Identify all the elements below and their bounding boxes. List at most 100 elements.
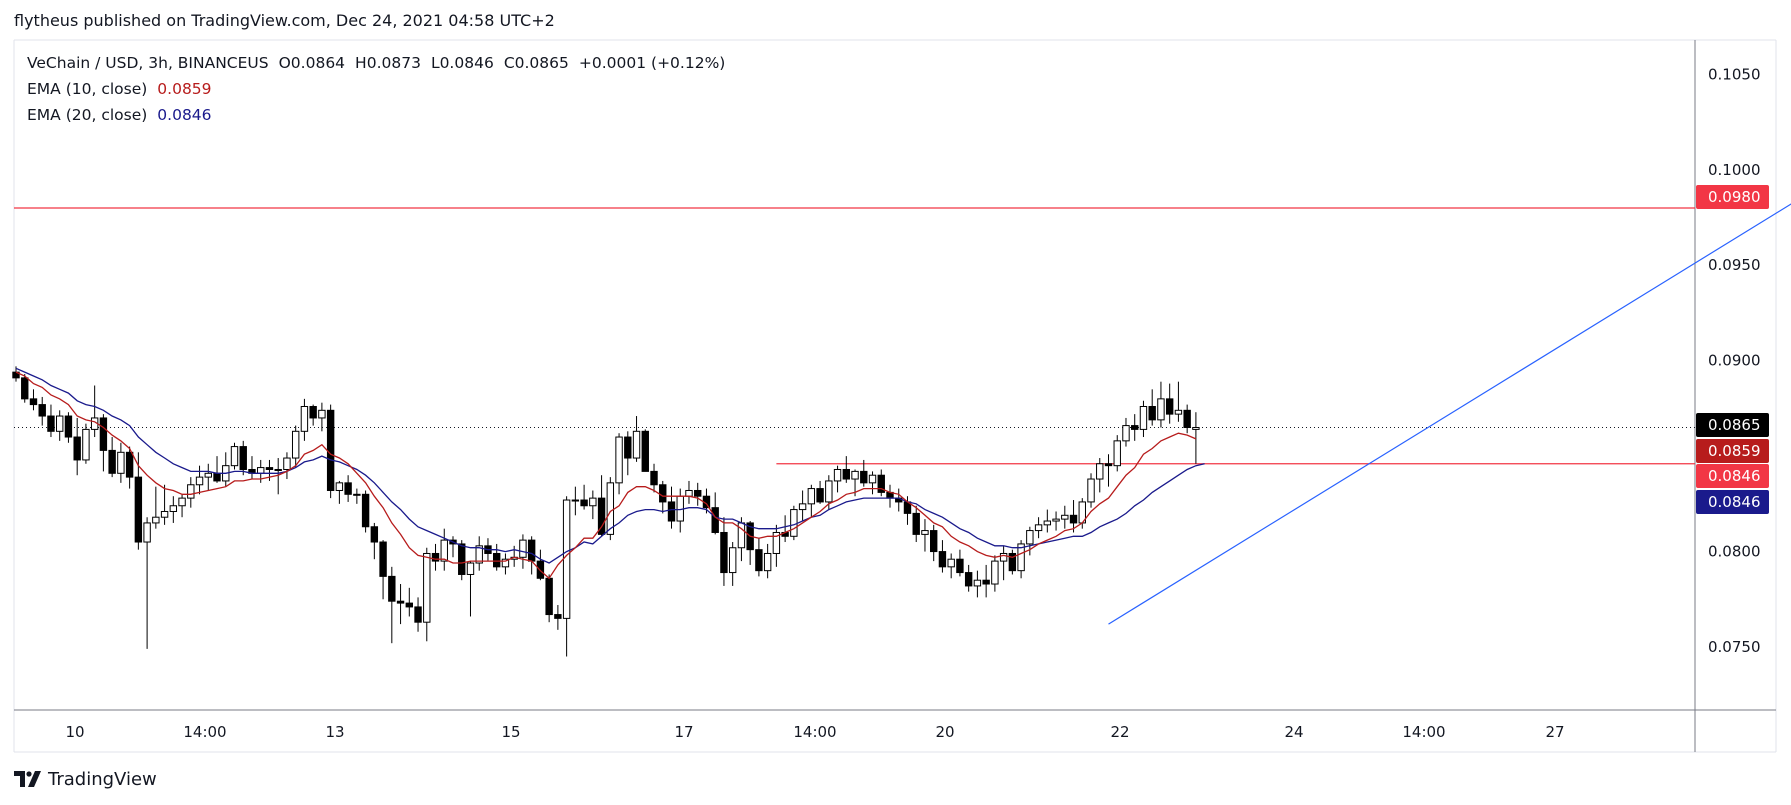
candle xyxy=(554,605,562,630)
candle xyxy=(606,477,615,541)
candle-body xyxy=(379,541,387,577)
candle xyxy=(676,488,684,533)
price-axis[interactable]: 0.1050 0.1000 0.0950 0.0900 0.0800 0.0750 xyxy=(1708,65,1761,656)
candle-body xyxy=(265,467,274,470)
candle xyxy=(125,446,134,489)
candle-body xyxy=(816,488,824,503)
candle xyxy=(877,469,885,497)
candle-body xyxy=(21,377,29,400)
candles-layer xyxy=(12,366,1200,657)
candle-body xyxy=(624,436,632,459)
price-labels: 0.0980 0.0865 0.0859 0.0846 0.0846 xyxy=(1696,185,1769,514)
horizontal-lines[interactable] xyxy=(14,207,1695,465)
candle xyxy=(589,490,597,520)
candle-body xyxy=(318,409,326,419)
high-value: H0.0873 xyxy=(355,54,421,72)
candle xyxy=(501,553,510,575)
symbol-label[interactable]: VeChain / USD, 3h, BINANCEUS xyxy=(27,54,269,72)
candle-body xyxy=(711,507,719,533)
candle-body xyxy=(388,575,396,602)
price-label-bg xyxy=(1696,185,1769,209)
candle-body xyxy=(134,476,143,543)
candle-body xyxy=(99,417,108,451)
candle xyxy=(1008,549,1017,575)
candle-body xyxy=(64,415,73,438)
candle xyxy=(152,486,160,529)
candle-body xyxy=(1139,405,1148,430)
price-label-bg xyxy=(1696,413,1769,437)
candle xyxy=(938,540,947,573)
candle xyxy=(82,423,90,464)
candle xyxy=(222,452,230,487)
price-label-text: 0.0846 xyxy=(1708,493,1761,511)
ema20-value: 0.0846 xyxy=(157,106,212,124)
trendline[interactable] xyxy=(1108,151,1791,625)
price-label-last-price: 0.0865 xyxy=(1696,413,1769,437)
tradingview-logo[interactable]: TradingView xyxy=(14,764,157,794)
candle-body xyxy=(274,468,282,471)
candle xyxy=(1165,383,1174,424)
low-value: L0.0846 xyxy=(430,54,494,72)
candle-body xyxy=(938,551,947,568)
candle-body xyxy=(999,552,1008,562)
candle xyxy=(405,587,414,617)
candle-body xyxy=(519,539,527,558)
candle xyxy=(685,480,693,504)
candle-body xyxy=(685,489,693,497)
candle-body xyxy=(187,484,195,499)
candle-body xyxy=(117,451,125,474)
candle xyxy=(143,517,151,649)
time-tick: 27 xyxy=(1545,723,1564,741)
candle-body xyxy=(650,470,658,486)
time-tick: 24 xyxy=(1284,723,1303,741)
candle-body xyxy=(396,600,405,604)
candle-body xyxy=(152,516,160,524)
candle xyxy=(580,484,588,510)
candle-body xyxy=(405,602,414,608)
price-label-text: 0.0859 xyxy=(1708,442,1761,460)
time-tick: 10 xyxy=(65,723,84,741)
candle-body xyxy=(309,405,317,419)
candle-body xyxy=(475,545,483,564)
candle xyxy=(1034,517,1043,539)
candle-body xyxy=(239,446,247,470)
candle xyxy=(886,484,894,508)
open-value: O0.0864 xyxy=(278,54,346,72)
tradingview-brand: TradingView xyxy=(48,768,157,790)
candle-body xyxy=(851,470,859,480)
candle-body xyxy=(615,436,623,484)
legend-ema10[interactable]: EMA (10, close) 0.0859 xyxy=(27,79,212,99)
candle xyxy=(248,456,256,480)
candle-body xyxy=(466,562,475,575)
legend-ema20[interactable]: EMA (20, close) 0.0846 xyxy=(27,105,212,125)
price-label-text: 0.0980 xyxy=(1708,188,1761,206)
candle-body xyxy=(667,501,676,522)
time-axis[interactable]: 10 14:00 13 15 17 14:00 20 22 24 14:00 27 xyxy=(65,723,1564,741)
candle xyxy=(1174,381,1183,422)
candle-body xyxy=(1104,463,1113,467)
price-tick: 0.0800 xyxy=(1708,543,1761,561)
candle xyxy=(318,402,326,432)
trendline-layer[interactable] xyxy=(1108,151,1791,625)
candle xyxy=(868,471,877,495)
candle-body xyxy=(1069,514,1078,524)
candle-body xyxy=(56,415,64,432)
legend-main: VeChain / USD, 3h, BINANCEUS O0.0864 H0.08… xyxy=(27,53,725,73)
candle-body xyxy=(169,505,178,512)
candle-body xyxy=(204,472,212,478)
candle xyxy=(921,519,929,552)
candle xyxy=(1192,412,1200,464)
candle xyxy=(90,385,99,438)
candle xyxy=(204,463,212,491)
candle-body xyxy=(283,457,291,470)
price-label-ema20: 0.0846 xyxy=(1696,490,1769,514)
candle-body xyxy=(160,510,169,518)
candle xyxy=(659,480,667,514)
candle-body xyxy=(772,531,781,554)
candle xyxy=(755,538,763,577)
price-tick: 0.1050 xyxy=(1708,65,1761,83)
candle xyxy=(650,463,658,493)
candle-body xyxy=(842,468,850,480)
candle-body xyxy=(956,558,964,574)
